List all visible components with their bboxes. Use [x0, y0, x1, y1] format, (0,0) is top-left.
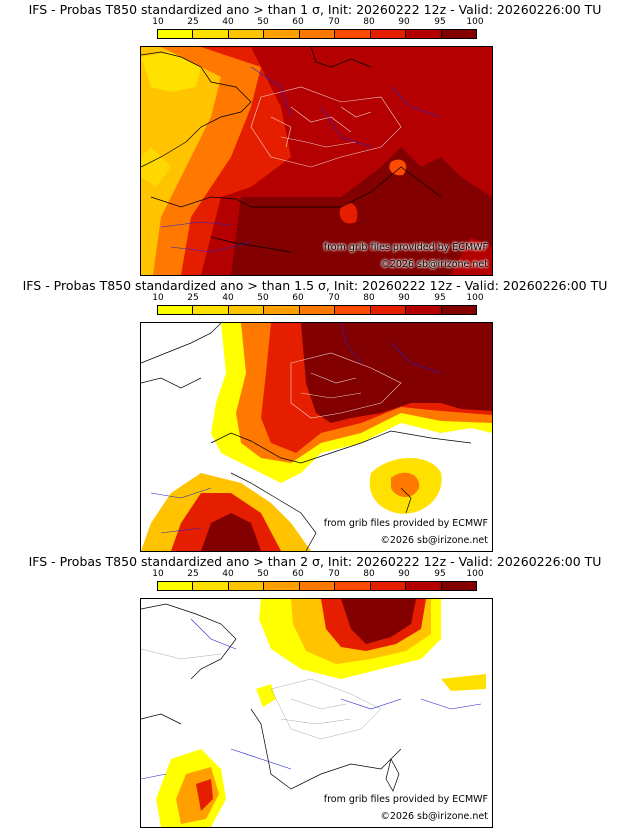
colorbar-swatch	[441, 582, 476, 590]
colorbar-swatch	[264, 306, 300, 314]
colorbar-swatch	[335, 582, 371, 590]
colorbar-swatch	[441, 30, 476, 38]
colorbar-tick: 60	[292, 17, 304, 27]
colorbar-tick: 100	[466, 17, 484, 27]
credit-source: from grib files provided by ECMWF	[323, 242, 488, 253]
colorbar-labels: 10 25 40 50 60 70 80 90 95 100	[152, 569, 483, 581]
colorbar-tick: 25	[187, 293, 199, 303]
colorbar-swatch	[406, 30, 442, 38]
colorbar-swatch	[441, 306, 476, 314]
colorbar-tick: 80	[363, 293, 375, 303]
colorbar-tick: 40	[222, 569, 234, 579]
map-graphic	[141, 323, 492, 551]
map-panel-2: IFS - Probas T850 standardized ano > tha…	[0, 276, 630, 552]
colorbar	[157, 29, 477, 39]
colorbar-tick: 100	[466, 569, 484, 579]
probability-map: from grib files provided by ECMWF ©2026 …	[140, 598, 493, 828]
colorbar-tick: 70	[328, 293, 340, 303]
colorbar-swatch	[335, 306, 371, 314]
colorbar-swatch	[370, 582, 407, 590]
colorbar-swatch	[193, 306, 229, 314]
colorbar-tick: 70	[328, 569, 340, 579]
map-panel-3: IFS - Probas T850 standardized ano > tha…	[0, 552, 630, 828]
colorbar-swatch	[158, 306, 194, 314]
colorbar-swatch	[406, 582, 442, 590]
colorbar-swatch	[158, 30, 194, 38]
colorbar-tick: 50	[257, 17, 269, 27]
colorbar-tick: 40	[222, 17, 234, 27]
colorbar-tick: 60	[292, 293, 304, 303]
colorbar-labels: 10 25 40 50 60 70 80 90 95 100	[152, 293, 483, 305]
colorbar-tick: 80	[363, 17, 375, 27]
colorbar-swatch	[406, 306, 442, 314]
colorbar-swatch	[299, 582, 336, 590]
colorbar-tick: 95	[434, 569, 446, 579]
colorbar-tick: 10	[152, 569, 164, 579]
colorbar-tick: 90	[398, 17, 410, 27]
probability-map: from grib files provided by ECMWF ©2026 …	[140, 322, 493, 552]
colorbar-swatch	[264, 30, 300, 38]
credit-copyright: ©2026 sb@irizone.net	[380, 535, 488, 546]
colorbar-swatch	[193, 582, 229, 590]
colorbar-swatch	[228, 30, 265, 38]
colorbar-swatch	[193, 30, 229, 38]
colorbar-swatch	[158, 582, 194, 590]
colorbar	[157, 581, 477, 591]
colorbar-tick: 95	[434, 293, 446, 303]
colorbar	[157, 305, 477, 315]
colorbar-tick: 60	[292, 569, 304, 579]
colorbar-swatch	[299, 306, 336, 314]
colorbar-swatch	[370, 30, 407, 38]
credit-source: from grib files provided by ECMWF	[323, 518, 488, 529]
colorbar-tick: 100	[466, 293, 484, 303]
map-graphic	[141, 599, 492, 827]
colorbar-tick: 10	[152, 17, 164, 27]
colorbar-tick: 40	[222, 293, 234, 303]
panel-title: IFS - Probas T850 standardized ano > tha…	[28, 2, 602, 17]
colorbar-tick: 25	[187, 569, 199, 579]
colorbar-tick: 50	[257, 293, 269, 303]
colorbar-swatch	[335, 30, 371, 38]
colorbar-tick: 90	[398, 293, 410, 303]
credit-copyright: ©2026 sb@irizone.net	[380, 811, 488, 822]
colorbar-tick: 90	[398, 569, 410, 579]
panel-title: IFS - Probas T850 standardized ano > tha…	[22, 278, 608, 293]
colorbar-swatch	[264, 582, 300, 590]
colorbar-tick: 95	[434, 17, 446, 27]
colorbar-tick: 70	[328, 17, 340, 27]
colorbar-tick: 80	[363, 569, 375, 579]
credit-copyright: ©2026 sb@irizone.net	[380, 259, 488, 270]
panel-title: IFS - Probas T850 standardized ano > tha…	[28, 554, 602, 569]
colorbar-tick: 10	[152, 293, 164, 303]
colorbar-tick: 50	[257, 569, 269, 579]
credit-source: from grib files provided by ECMWF	[323, 794, 488, 805]
colorbar-tick: 25	[187, 17, 199, 27]
colorbar-swatch	[228, 582, 265, 590]
colorbar-swatch	[299, 30, 336, 38]
colorbar-labels: 10 25 40 50 60 70 80 90 95 100	[152, 17, 483, 29]
map-graphic	[141, 47, 492, 275]
probability-map: from grib files provided by ECMWF ©2026 …	[140, 46, 493, 276]
map-panel-1: IFS - Probas T850 standardized ano > tha…	[0, 0, 630, 276]
colorbar-swatch	[228, 306, 265, 314]
colorbar-swatch	[370, 306, 407, 314]
